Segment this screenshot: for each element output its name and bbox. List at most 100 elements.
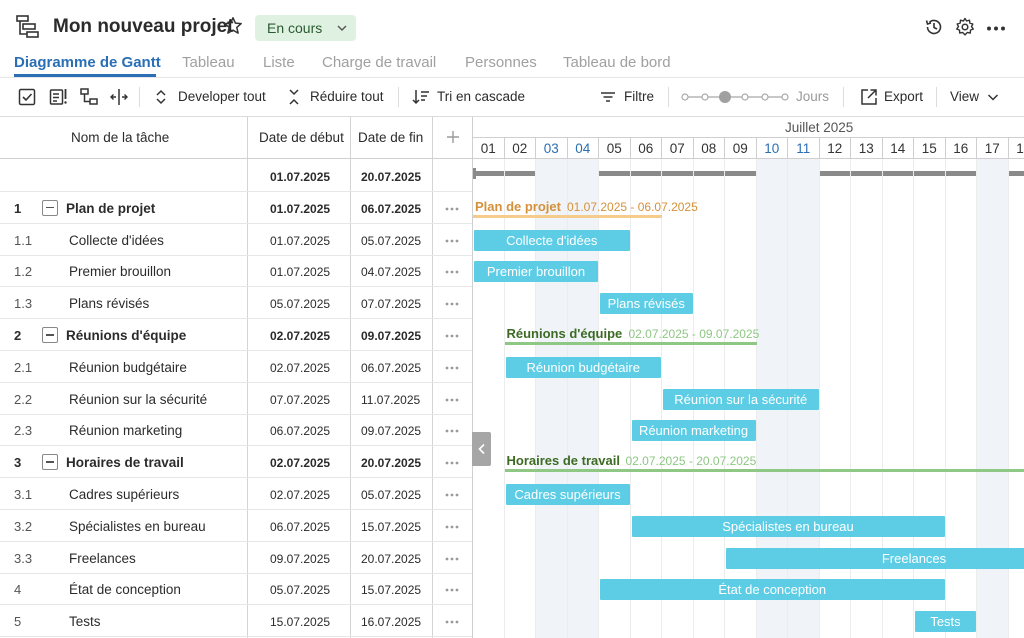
status-dropdown[interactable]: En cours bbox=[255, 15, 356, 41]
row-more-icon[interactable] bbox=[445, 525, 459, 529]
task-end-date[interactable]: 15.07.2025 bbox=[361, 583, 422, 598]
expand-all-button[interactable]: Developer tout bbox=[178, 89, 266, 104]
task-bar[interactable]: Réunion budgétaire bbox=[505, 356, 661, 378]
task-name[interactable]: Réunion marketing bbox=[69, 423, 183, 439]
collapse-all-button[interactable]: Réduire tout bbox=[310, 89, 384, 104]
column-header-start[interactable]: Date de début bbox=[259, 130, 344, 145]
row-more-icon[interactable] bbox=[445, 493, 459, 497]
task-name[interactable]: Réunion budgétaire bbox=[69, 359, 187, 375]
task-end-date[interactable]: 06.07.2025 bbox=[361, 201, 422, 216]
collapse-toggle[interactable] bbox=[42, 454, 58, 471]
task-end-date[interactable]: 05.07.2025 bbox=[361, 488, 422, 502]
task-bar[interactable]: Freelances bbox=[726, 547, 1024, 569]
task-start-date[interactable]: 09.07.2025 bbox=[270, 551, 331, 566]
collapse-toggle[interactable] bbox=[42, 199, 58, 216]
task-name[interactable]: Premier brouillon bbox=[69, 264, 172, 280]
collapse-icon[interactable] bbox=[284, 87, 304, 107]
more-options-icon[interactable] bbox=[986, 26, 1006, 31]
table-row[interactable]: 1.3 Plans révisés 05.07.2025 07.07.2025 bbox=[0, 287, 472, 320]
task-bar[interactable]: Premier brouillon bbox=[474, 261, 598, 283]
task-bar[interactable]: Tests bbox=[915, 611, 976, 633]
column-header-name[interactable]: Nom de la tâche bbox=[71, 130, 170, 145]
task-name[interactable]: Cadres supérieurs bbox=[69, 487, 180, 502]
task-start-date[interactable]: 06.07.2025 bbox=[270, 424, 331, 439]
task-bar[interactable]: Réunion sur la sécurité bbox=[663, 388, 819, 410]
row-more-icon[interactable] bbox=[445, 270, 459, 274]
task-name[interactable]: Tests bbox=[69, 614, 101, 630]
group-bar-line[interactable] bbox=[504, 469, 1024, 473]
table-row[interactable]: 2.2 Réunion sur la sécurité 07.07.2025 11.0… bbox=[0, 383, 472, 415]
task-end-date[interactable]: 04.07.2025 bbox=[361, 265, 422, 280]
chevron-down-icon[interactable] bbox=[986, 90, 1000, 104]
task-name[interactable]: Plans révisés bbox=[69, 296, 150, 312]
row-more-icon[interactable] bbox=[445, 302, 459, 306]
grid-resize-handle[interactable] bbox=[472, 432, 491, 466]
task-bar[interactable]: Plans révisés bbox=[600, 293, 693, 315]
table-row[interactable]: 3.3 Freelances 09.07.2025 20.07.2025 bbox=[0, 542, 472, 574]
group-bar-label[interactable]: Horaires de travail bbox=[506, 453, 620, 469]
checkbox-icon[interactable] bbox=[17, 87, 37, 107]
row-more-icon[interactable] bbox=[445, 334, 459, 338]
task-end-date[interactable]: 06.07.2025 bbox=[361, 360, 422, 375]
task-end-date[interactable]: 15.07.2025 bbox=[361, 519, 422, 534]
table-row[interactable]: 2.3 Réunion marketing 06.07.2025 09.07.2025 bbox=[0, 414, 472, 447]
history-icon[interactable] bbox=[924, 17, 944, 37]
row-more-icon[interactable] bbox=[445, 461, 459, 465]
zoom-slider-knob[interactable] bbox=[719, 91, 731, 103]
split-columns-icon[interactable] bbox=[109, 87, 129, 107]
task-start-date[interactable]: 01.07.2025 bbox=[270, 233, 331, 248]
task-start-date[interactable]: 02.07.2025 bbox=[270, 329, 331, 343]
task-end-date[interactable]: 20.07.2025 bbox=[361, 456, 422, 471]
table-row[interactable]: 1.1 Collecte d'idées 01.07.2025 05.07.2025 bbox=[0, 224, 472, 256]
task-start-date[interactable]: 02.07.2025 bbox=[270, 456, 331, 471]
task-name[interactable]: Plan de projet bbox=[66, 200, 156, 216]
task-name[interactable]: Horaires de travail bbox=[66, 455, 184, 471]
project-title[interactable]: Mon nouveau projet bbox=[53, 16, 234, 37]
filter-icon[interactable] bbox=[598, 87, 618, 107]
table-row[interactable]: 5 Tests 15.07.2025 16.07.2025 bbox=[0, 605, 472, 638]
task-name[interactable]: État de conception bbox=[69, 582, 181, 598]
filter-button[interactable]: Filtre bbox=[624, 89, 654, 104]
critical-path-icon[interactable] bbox=[48, 87, 68, 107]
task-end-date[interactable]: 16.07.2025 bbox=[361, 615, 422, 630]
task-end-date[interactable]: 11.07.2025 bbox=[361, 392, 421, 407]
task-name[interactable]: Réunion sur la sécurité bbox=[69, 391, 208, 407]
table-row[interactable]: 1.2 Premier brouillon 01.07.2025 04.07.2025 bbox=[0, 255, 472, 288]
group-bar-label[interactable]: Plan de projet bbox=[475, 198, 561, 214]
tab-gantt[interactable]: Diagramme de Gantt bbox=[14, 54, 161, 71]
favorite-star-icon[interactable] bbox=[223, 16, 243, 36]
row-more-icon[interactable] bbox=[445, 207, 459, 211]
tab-tableau[interactable]: Tableau bbox=[182, 54, 235, 71]
zoom-slider[interactable] bbox=[681, 89, 789, 105]
row-more-icon[interactable] bbox=[445, 557, 459, 561]
tab-liste[interactable]: Liste bbox=[263, 54, 295, 71]
view-dropdown[interactable]: View bbox=[950, 89, 980, 104]
row-more-icon[interactable] bbox=[445, 398, 459, 402]
task-bar[interactable]: État de conception bbox=[600, 579, 945, 601]
task-name[interactable]: Collecte d'idées bbox=[69, 232, 164, 248]
sort-icon[interactable] bbox=[411, 87, 431, 107]
task-name[interactable]: Spécialistes en bureau bbox=[69, 518, 206, 534]
table-row[interactable]: 2.1 Réunion budgétaire 02.07.2025 06.07.202… bbox=[0, 351, 472, 383]
row-more-icon[interactable] bbox=[445, 239, 459, 243]
task-end-date[interactable]: 07.07.2025 bbox=[361, 297, 422, 312]
hierarchy-icon[interactable] bbox=[79, 87, 99, 107]
table-row[interactable]: 1 Plan de projet 01.07.2025 06.07.2025 bbox=[0, 192, 472, 224]
task-start-date[interactable]: 06.07.2025 bbox=[270, 519, 331, 534]
task-bar[interactable]: Réunion marketing bbox=[631, 420, 756, 442]
collapse-toggle[interactable] bbox=[42, 327, 58, 343]
export-icon[interactable] bbox=[859, 87, 879, 107]
task-end-date[interactable]: 20.07.2025 bbox=[361, 551, 422, 566]
column-header-end[interactable]: Date de fin bbox=[358, 130, 424, 145]
row-more-icon[interactable] bbox=[445, 366, 459, 370]
group-bar-line[interactable] bbox=[473, 214, 662, 218]
task-name[interactable]: Réunions d'équipe bbox=[66, 328, 187, 343]
task-start-date[interactable]: 05.07.2025 bbox=[270, 297, 331, 312]
task-end-date[interactable]: 05.07.2025 bbox=[361, 233, 422, 248]
task-start-date[interactable]: 07.07.2025 bbox=[270, 392, 331, 407]
task-end-date[interactable]: 09.07.2025 bbox=[361, 329, 422, 343]
group-bar-line[interactable] bbox=[504, 342, 757, 345]
table-row[interactable]: 4 État de conception 05.07.2025 15.07.2025 bbox=[0, 573, 472, 606]
task-start-date[interactable]: 01.07.2025 bbox=[270, 265, 331, 280]
add-column-plus-icon[interactable] bbox=[446, 130, 460, 144]
